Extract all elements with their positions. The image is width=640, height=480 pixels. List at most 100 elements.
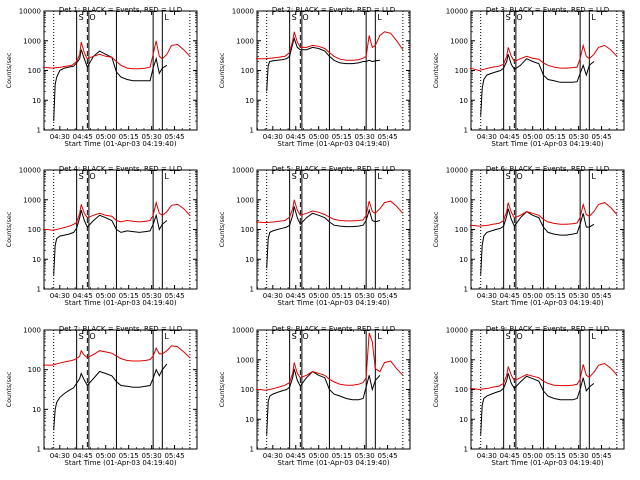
series-line-events	[266, 36, 380, 92]
y-tick-label: 10000	[446, 327, 468, 335]
y-tick-label: 1000	[236, 356, 254, 364]
series-line-lld	[256, 332, 404, 391]
y-tick-label: 10000	[232, 167, 254, 175]
x-tick-label: 05:00	[523, 292, 543, 300]
x-tick-label: 05:00	[309, 452, 329, 460]
series-line-lld	[43, 200, 191, 231]
x-axis-label: Start Time (01-Apr-03 04:19:40)	[277, 140, 389, 148]
chart-title: Det 1: BLACK = Events, RED = LLD	[59, 6, 182, 14]
event-marker-label: O	[89, 13, 95, 22]
x-tick-label: 05:30	[142, 292, 162, 300]
chart-panel-9: Det 9: BLACK = Events, RED = LLD Counts/s…	[432, 325, 625, 467]
event-marker-label: O	[302, 172, 308, 181]
x-tick-label: 05:45	[591, 292, 611, 300]
x-tick-label: 05:30	[355, 452, 375, 460]
y-tick-label: 1000	[23, 196, 41, 204]
x-tick-label: 05:15	[546, 133, 566, 141]
x-tick-label: 04:45	[500, 133, 520, 141]
y-tick-label: 10	[245, 97, 254, 105]
event-marker-label: O	[89, 172, 95, 181]
x-tick-label: 05:45	[164, 133, 184, 141]
x-tick-label: 04:30	[263, 292, 283, 300]
x-tick-label: 05:45	[377, 292, 397, 300]
x-tick-label: 05:00	[523, 452, 543, 460]
plot-frame	[470, 169, 625, 290]
chart-title: Det 5: BLACK = Events, RED = LLD	[272, 165, 395, 173]
plot-frame	[43, 10, 198, 131]
series-line-lld	[256, 31, 404, 61]
event-marker-label: O	[302, 13, 308, 22]
x-axis-label: Start Time (01-Apr-03 04:19:40)	[64, 299, 176, 307]
y-tick-label: 100	[455, 226, 468, 234]
y-tick-label: 1	[250, 446, 254, 454]
x-tick-label: 05:00	[96, 452, 116, 460]
x-tick-label: 04:30	[50, 292, 70, 300]
y-axis-label: Counts/sec	[5, 52, 13, 88]
chart-title: Det 8: BLACK = Events, RED = LLD	[272, 325, 395, 333]
x-tick-label: 05:15	[119, 292, 139, 300]
x-tick-label: 05:00	[96, 133, 116, 141]
event-marker-label: L	[377, 172, 382, 181]
x-tick-label: 04:45	[286, 292, 306, 300]
x-axis-label: Start Time (01-Apr-03 04:19:40)	[277, 459, 389, 467]
y-tick-label: 1	[464, 127, 468, 135]
x-tick-label: 04:30	[477, 452, 497, 460]
chart-panel-2: Det 2: BLACK = Events, RED = LLD Counts/s…	[218, 6, 411, 148]
y-tick-label: 100	[28, 67, 41, 75]
x-tick-label: 05:45	[164, 292, 184, 300]
event-marker-label: S	[292, 13, 297, 22]
y-tick-label: 1	[464, 446, 468, 454]
y-tick-label: 1000	[236, 196, 254, 204]
chart-title: Det 6: BLACK = Events, RED = LLD	[486, 165, 609, 173]
event-marker-label: L	[164, 332, 169, 341]
chart-panel-6: Det 6: BLACK = Events, RED = LLD Counts/s…	[432, 165, 625, 307]
x-tick-label: 05:15	[119, 452, 139, 460]
x-axis-label: Start Time (01-Apr-03 04:19:40)	[491, 459, 603, 467]
x-tick-label: 04:45	[286, 133, 306, 141]
plot-frame	[470, 10, 625, 131]
x-tick-label: 05:45	[377, 133, 397, 141]
y-tick-label: 1	[250, 127, 254, 135]
series-line-events	[53, 209, 168, 275]
series-line-events	[53, 49, 168, 122]
series-line-lld	[43, 345, 191, 366]
y-axis-label: Counts/sec	[218, 52, 226, 88]
x-tick-label: 05:15	[332, 292, 352, 300]
plot-frame	[43, 169, 198, 290]
y-axis-label: Counts/sec	[5, 211, 13, 247]
event-marker-label: S	[506, 332, 511, 341]
x-tick-label: 05:45	[377, 452, 397, 460]
series-line-lld	[469, 43, 618, 72]
y-tick-label: 1	[37, 286, 41, 294]
plot-frame	[256, 10, 411, 131]
y-axis-label: Counts/sec	[432, 211, 440, 247]
x-tick-label: 04:45	[73, 133, 93, 141]
event-marker-label: O	[516, 172, 522, 181]
x-tick-label: 04:30	[477, 133, 497, 141]
event-marker-label: S	[292, 332, 297, 341]
event-marker-label: S	[506, 172, 511, 181]
y-axis-label: Counts/sec	[5, 371, 13, 407]
x-tick-label: 04:30	[50, 133, 70, 141]
y-tick-label: 10	[32, 256, 41, 264]
event-marker-label: L	[164, 13, 169, 22]
plot-frame	[256, 169, 411, 290]
y-axis-label: Counts/sec	[432, 371, 440, 407]
plot-frame	[43, 329, 198, 450]
y-tick-label: 1	[250, 286, 254, 294]
chart-title: Det 7: BLACK = Events, RED = LLD	[59, 325, 182, 333]
y-tick-label: 10000	[19, 167, 41, 175]
series-line-lld	[255, 199, 404, 224]
series-line-events	[266, 206, 381, 269]
y-tick-label: 1000	[23, 327, 41, 335]
y-tick-label: 10000	[232, 327, 254, 335]
series-line-events	[480, 54, 595, 116]
y-tick-label: 100	[241, 386, 254, 394]
event-marker-label: S	[79, 13, 84, 22]
event-marker-label: S	[292, 172, 297, 181]
x-tick-label: 05:15	[332, 133, 352, 141]
x-tick-label: 05:30	[569, 133, 589, 141]
x-tick-label: 05:45	[164, 452, 184, 460]
y-tick-label: 1	[37, 446, 41, 454]
